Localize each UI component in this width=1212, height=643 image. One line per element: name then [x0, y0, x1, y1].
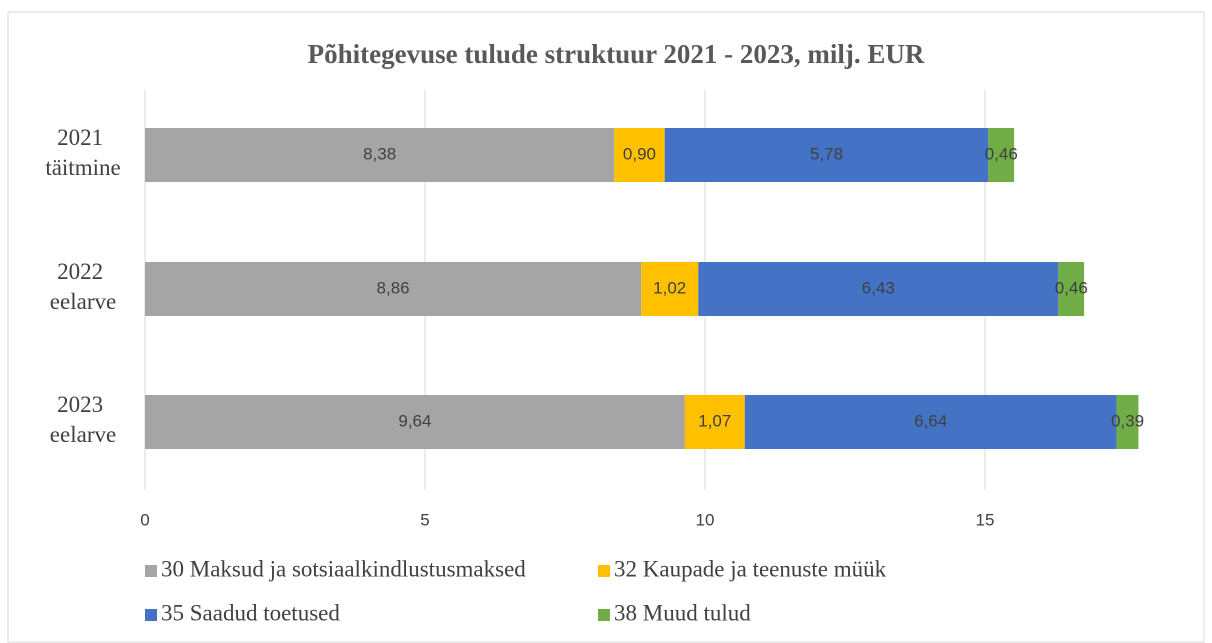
legend-label: 38 Muud tulud — [614, 600, 751, 625]
bar-segment — [145, 262, 642, 316]
legend-swatch — [598, 609, 610, 621]
data-label: 9,64 — [398, 411, 431, 430]
chart-border — [7, 11, 1205, 643]
x-tick-label: 10 — [696, 510, 715, 529]
data-label: 6,43 — [862, 278, 895, 297]
data-label: 0,46 — [985, 144, 1018, 163]
data-label: 8,38 — [363, 144, 396, 163]
legend-swatch — [145, 609, 157, 621]
bar-segment — [1116, 395, 1139, 449]
chart-title: Põhitegevuse tulude struktuur 2021 - 202… — [308, 39, 925, 69]
bar-segment — [698, 262, 1059, 316]
bar-segment — [684, 395, 745, 449]
data-label: 6,64 — [914, 411, 947, 430]
data-label: 8,86 — [377, 278, 410, 297]
legend-label: 35 Saadud toetused — [161, 600, 340, 625]
data-label: 0,90 — [623, 144, 656, 163]
data-label: 1,07 — [698, 411, 731, 430]
legend-label: 30 Maksud ja sotsiaalkindlustusmaksed — [161, 556, 526, 581]
x-tick-label: 0 — [140, 510, 149, 529]
bar-segment — [641, 262, 699, 316]
y-tick-label: 2021 täitmine — [45, 125, 120, 180]
legend-swatch — [145, 565, 157, 577]
bar-segment — [145, 128, 615, 182]
legend-label: 32 Kaupade ja teenuste müük — [614, 556, 887, 581]
bar-segment — [744, 395, 1117, 449]
bar-segment — [614, 128, 665, 182]
data-label: 0,46 — [1055, 278, 1088, 297]
data-label: 5,78 — [810, 144, 843, 163]
data-label: 1,02 — [653, 278, 686, 297]
legend-swatch — [598, 565, 610, 577]
bar-segment — [1058, 262, 1085, 316]
data-label: 0,39 — [1111, 411, 1144, 430]
bar-segment — [145, 395, 685, 449]
bar-segment — [664, 128, 989, 182]
y-tick-label: 2022 eelarve — [50, 259, 116, 314]
x-tick-label: 5 — [420, 510, 429, 529]
bar-segment — [988, 128, 1015, 182]
x-tick-label: 15 — [976, 510, 995, 529]
y-tick-label: 2023 eelarve — [50, 392, 116, 447]
